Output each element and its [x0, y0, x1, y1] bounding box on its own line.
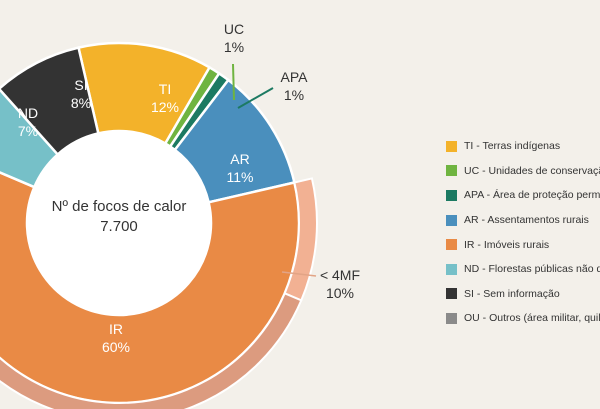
legend-label: AR - Assentamentos rurais	[464, 214, 589, 227]
slice-label-nd: ND	[18, 105, 38, 121]
slice-percent-apa: 1%	[284, 87, 304, 103]
slice-percent-ar: 11%	[227, 169, 254, 185]
slice-label-ti: TI	[159, 81, 171, 97]
legend-swatch	[446, 263, 457, 275]
legend-item: ND - Florestas públicas não destinadas	[446, 257, 600, 282]
leader-line-apa	[237, 87, 274, 109]
legend-label: UC - Unidades de conservação	[464, 164, 600, 177]
ir-subset-percent: 10%	[326, 285, 354, 301]
legend-label: TI - Terras indígenas	[464, 140, 561, 153]
slice-percent-uc: 1%	[224, 39, 244, 55]
legend-label: IR - Imóveis rurais	[464, 238, 550, 251]
legend: TI - Terras indígenas UC - Unidades de co…	[446, 134, 600, 331]
center-value: 7.700	[100, 218, 138, 235]
legend-item: APA - Área de proteção permanente	[446, 183, 600, 208]
legend-item: SI - Sem informação	[446, 282, 600, 307]
slice-percent-si: 8%	[71, 95, 91, 111]
center-hole	[27, 131, 211, 315]
legend-swatch	[446, 214, 457, 226]
legend-item: UC - Unidades de conservação	[446, 159, 600, 184]
ir-subset-1	[0, 292, 303, 409]
slice-label-apa: APA	[281, 69, 309, 85]
legend-label: APA - Área de proteção permanente	[464, 189, 600, 202]
slice-label-ar: AR	[230, 151, 249, 167]
legend-swatch	[446, 288, 457, 300]
legend-swatch	[446, 239, 457, 251]
slice-label-si: SI	[74, 77, 87, 93]
legend-label: OU - Outros (área militar, quilombola)	[464, 312, 600, 325]
slice-label-uc: UC	[224, 21, 244, 37]
slice-label-ir: IR	[109, 321, 123, 337]
center-title: Nº de focos de calor	[51, 198, 187, 215]
legend-swatch	[446, 165, 457, 177]
legend-swatch	[446, 189, 457, 201]
slice-percent-ti: 12%	[151, 99, 179, 115]
slice-percent-ir: 60%	[102, 339, 130, 355]
legend-swatch	[446, 140, 457, 152]
center-label: Nº de focos de calor 7.700	[24, 198, 214, 236]
legend-item: TI - Terras indígenas	[446, 134, 600, 159]
ir-subset-label: < 4MF	[320, 267, 360, 283]
legend-item: OU - Outros (área militar, quilombola)	[446, 306, 600, 331]
leader-line-uc	[232, 63, 235, 101]
leader-line-4mf	[281, 271, 317, 277]
legend-label: SI - Sem informação	[464, 287, 560, 300]
slice-percent-nd: 7%	[18, 123, 38, 139]
legend-item: AR - Assentamentos rurais	[446, 208, 600, 233]
legend-item: IR - Imóveis rurais	[446, 232, 600, 257]
legend-label: ND - Florestas públicas não destinadas	[464, 263, 600, 276]
legend-swatch	[446, 312, 457, 324]
